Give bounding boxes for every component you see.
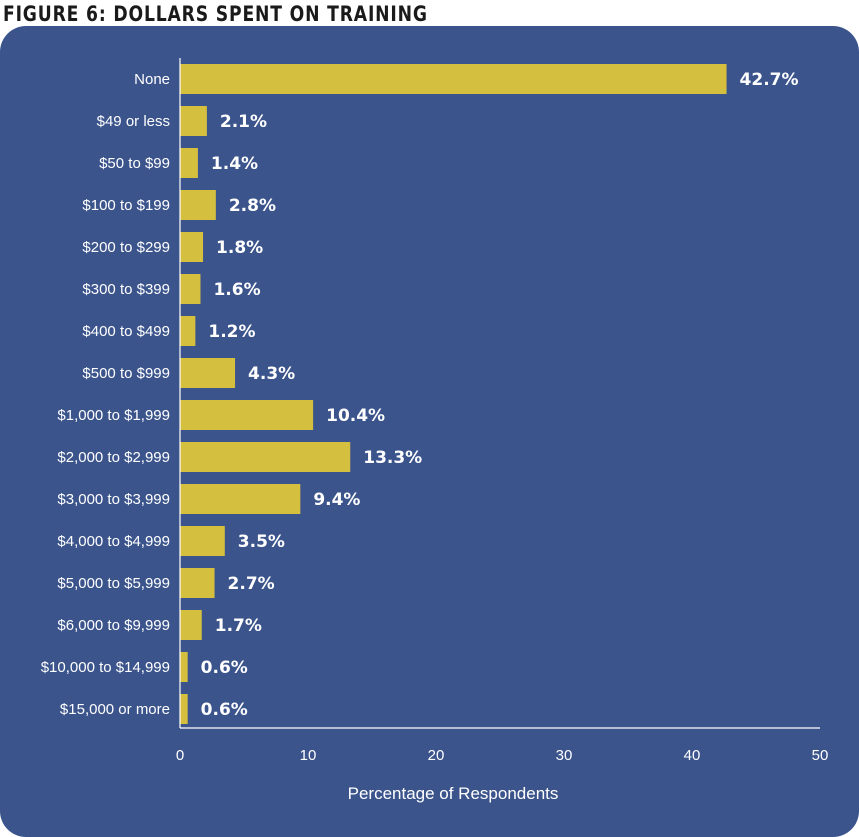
bar	[180, 358, 236, 388]
x-tick-label: 0	[176, 747, 184, 764]
bar	[180, 652, 188, 682]
x-tick-label: 10	[300, 747, 317, 764]
bar	[180, 568, 215, 598]
category-label: $1,000 to $1,999	[57, 407, 170, 424]
value-label: 9.4%	[313, 490, 360, 510]
bars-group	[180, 64, 727, 724]
value-label: 1.7%	[215, 616, 262, 636]
bar	[180, 442, 351, 472]
value-label: 1.4%	[211, 154, 258, 174]
category-label: $100 to $199	[82, 197, 170, 214]
category-label: $500 to $999	[82, 365, 170, 382]
x-axis-label: Percentage of Respondents	[348, 784, 559, 803]
category-label: $300 to $399	[82, 281, 170, 298]
bar	[180, 190, 216, 220]
category-label: $10,000 to $14,999	[41, 659, 170, 676]
category-label: $4,000 to $4,999	[57, 533, 170, 550]
value-label: 10.4%	[326, 406, 385, 426]
value-label: 13.3%	[363, 448, 422, 468]
bar	[180, 148, 198, 178]
category-label: $2,000 to $2,999	[57, 449, 170, 466]
bar	[180, 526, 225, 556]
chart-panel	[0, 26, 859, 837]
x-tick-label: 50	[812, 747, 829, 764]
bar	[180, 64, 727, 94]
bar	[180, 610, 202, 640]
category-label: $3,000 to $3,999	[57, 491, 170, 508]
category-label: $200 to $299	[82, 239, 170, 256]
bar	[180, 106, 207, 136]
x-axis: 0 10 20 30 40 50	[176, 58, 829, 764]
bar	[180, 484, 301, 514]
value-label: 2.8%	[229, 196, 276, 216]
value-label: 1.8%	[216, 238, 263, 258]
value-label: 0.6%	[201, 700, 248, 720]
x-tick-label: 20	[428, 747, 445, 764]
chart-title: FIGURE 6: DOLLARS SPENT ON TRAINING	[3, 2, 428, 26]
bar	[180, 316, 196, 346]
category-labels: None $49 or less $50 to $99 $100 to $199 $20…	[41, 71, 170, 718]
value-label: 2.1%	[220, 112, 267, 132]
value-label: 42.7%	[740, 70, 799, 90]
category-label: $5,000 to $5,999	[57, 575, 170, 592]
value-label: 2.7%	[228, 574, 275, 594]
value-label: 4.3%	[248, 364, 295, 384]
bar	[180, 400, 314, 430]
category-label: $15,000 or more	[60, 701, 170, 718]
bar	[180, 232, 204, 262]
bar	[180, 274, 201, 304]
x-tick-label: 40	[684, 747, 701, 764]
value-label: 1.2%	[208, 322, 255, 342]
value-label: 1.6%	[213, 280, 260, 300]
category-label: None	[134, 71, 170, 88]
bar	[180, 694, 188, 724]
category-label: $50 to $99	[99, 155, 170, 172]
value-label: 0.6%	[201, 658, 248, 678]
category-label: $400 to $499	[82, 323, 170, 340]
x-tick-label: 30	[556, 747, 573, 764]
category-label: $49 or less	[97, 113, 170, 130]
category-label: $6,000 to $9,999	[57, 617, 170, 634]
value-labels: 42.7% 2.1% 1.4% 2.8% 1.8% 1.6% 1.2% 4.3% 10.4% 13…	[201, 70, 799, 720]
value-label: 3.5%	[238, 532, 285, 552]
